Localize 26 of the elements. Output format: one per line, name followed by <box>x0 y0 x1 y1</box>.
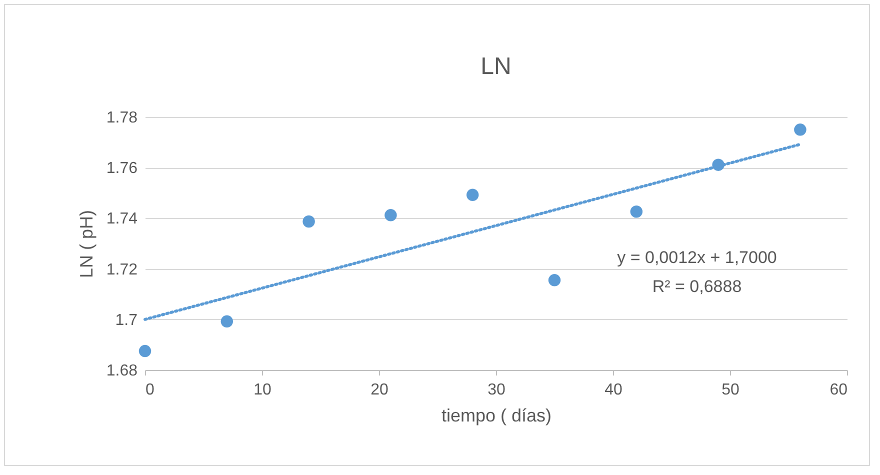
x-tick-label: 20 <box>370 382 388 398</box>
point <box>384 209 397 222</box>
x-tick-label: 30 <box>488 382 506 398</box>
x-axis-title: tiempo ( días) <box>441 406 552 426</box>
point <box>630 206 643 218</box>
annotation: R² = 0,6888 <box>652 277 742 296</box>
y-tick-label: 1.68 <box>106 362 138 380</box>
point <box>302 215 315 228</box>
y-tick-label: 1.7 <box>115 312 138 329</box>
y-tick-label: 1.76 <box>106 160 138 178</box>
y-tick-label: 1.74 <box>106 210 138 228</box>
chart-title: LN <box>480 53 512 80</box>
x-tick-label: 0 <box>146 382 154 398</box>
annotation: y = 0,0012x + 1,7000 <box>617 248 777 267</box>
y-tick-label: 1.78 <box>106 110 138 126</box>
point <box>548 274 561 286</box>
x-tick-label: 50 <box>722 382 740 398</box>
point <box>138 344 152 358</box>
x-tick-label: 60 <box>830 382 848 398</box>
point <box>220 315 234 328</box>
x-tick-label: 40 <box>604 382 622 398</box>
point <box>794 124 806 136</box>
y-axis-title: LN ( pH) <box>76 210 96 278</box>
point <box>466 188 479 202</box>
x-tick-label: 10 <box>254 382 272 398</box>
y-tick-label: 1.72 <box>106 261 138 278</box>
